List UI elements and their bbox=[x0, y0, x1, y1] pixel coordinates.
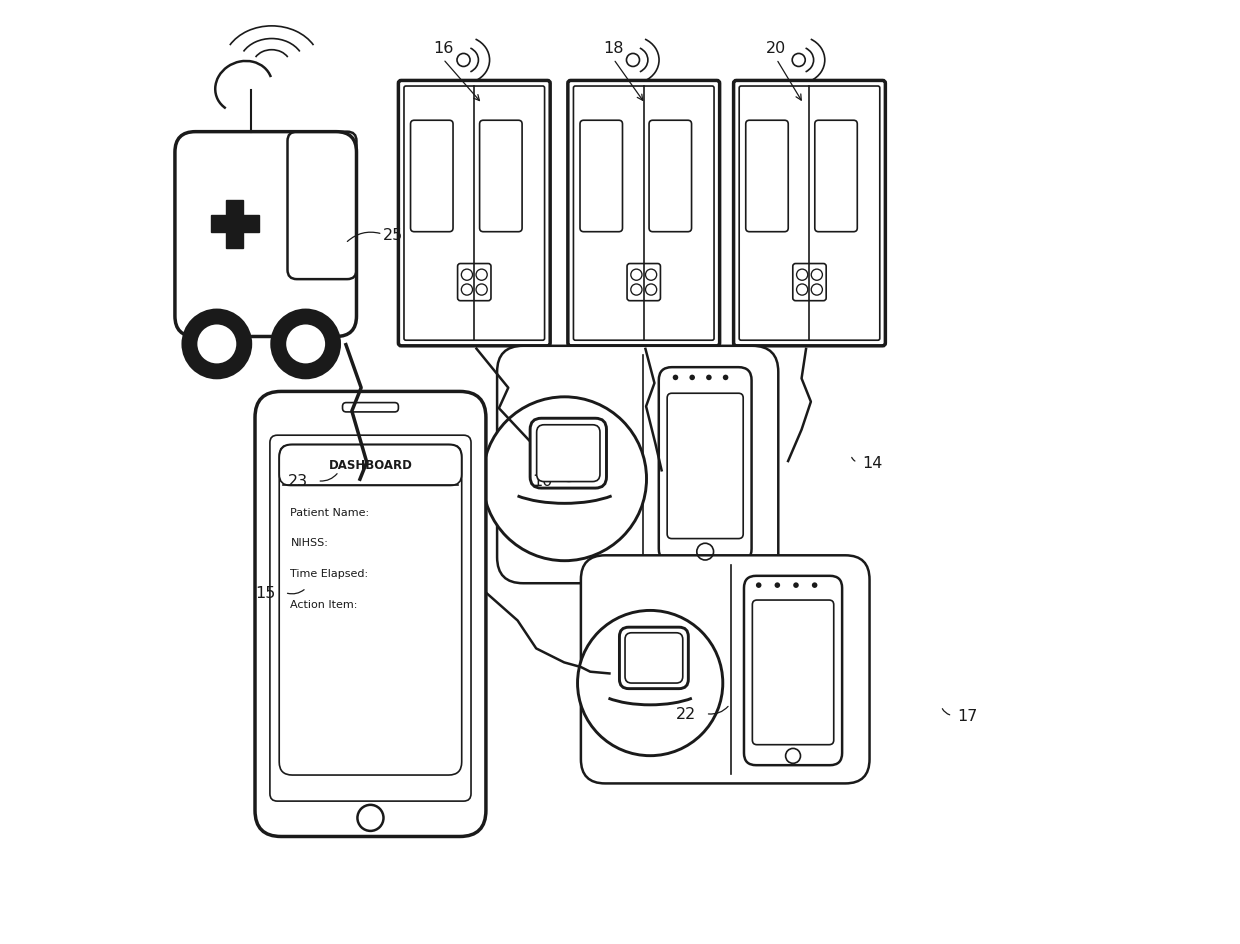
Text: 17: 17 bbox=[957, 708, 977, 723]
Text: 16: 16 bbox=[433, 42, 454, 57]
FancyBboxPatch shape bbox=[531, 419, 606, 489]
Circle shape bbox=[646, 270, 657, 281]
Circle shape bbox=[461, 270, 472, 281]
Circle shape bbox=[286, 325, 325, 364]
FancyBboxPatch shape bbox=[620, 628, 688, 689]
Text: 25: 25 bbox=[383, 228, 403, 243]
FancyBboxPatch shape bbox=[658, 368, 751, 563]
Bar bbox=[211, 216, 259, 233]
Circle shape bbox=[689, 375, 694, 380]
Text: Patient Name:: Patient Name: bbox=[290, 507, 370, 517]
Circle shape bbox=[270, 310, 341, 379]
Circle shape bbox=[796, 285, 807, 295]
Circle shape bbox=[706, 375, 712, 380]
Text: 23: 23 bbox=[288, 474, 308, 489]
Circle shape bbox=[631, 285, 642, 295]
Text: 22: 22 bbox=[676, 706, 697, 721]
Circle shape bbox=[811, 270, 822, 281]
Text: NIHSS:: NIHSS: bbox=[290, 538, 329, 548]
Circle shape bbox=[197, 325, 237, 364]
Circle shape bbox=[796, 270, 807, 281]
FancyBboxPatch shape bbox=[398, 81, 551, 346]
FancyBboxPatch shape bbox=[497, 346, 779, 583]
Circle shape bbox=[461, 285, 472, 295]
Circle shape bbox=[482, 397, 646, 561]
Text: 10: 10 bbox=[533, 474, 553, 489]
FancyBboxPatch shape bbox=[580, 556, 869, 784]
Circle shape bbox=[476, 285, 487, 295]
Circle shape bbox=[181, 310, 252, 379]
Bar bbox=[227, 200, 243, 249]
Circle shape bbox=[723, 375, 728, 380]
Text: 14: 14 bbox=[862, 455, 883, 470]
Circle shape bbox=[812, 582, 817, 588]
Text: 20: 20 bbox=[766, 42, 786, 57]
FancyBboxPatch shape bbox=[537, 426, 600, 482]
Circle shape bbox=[794, 582, 799, 588]
Circle shape bbox=[775, 582, 780, 588]
Text: Action Item:: Action Item: bbox=[290, 599, 358, 609]
Circle shape bbox=[476, 270, 487, 281]
Circle shape bbox=[578, 611, 723, 756]
FancyBboxPatch shape bbox=[734, 81, 885, 346]
FancyBboxPatch shape bbox=[568, 81, 719, 346]
Text: 15: 15 bbox=[255, 585, 275, 600]
Text: DASHBOARD: DASHBOARD bbox=[329, 459, 413, 472]
Text: Time Elapsed:: Time Elapsed: bbox=[290, 568, 368, 579]
Circle shape bbox=[631, 270, 642, 281]
FancyBboxPatch shape bbox=[255, 392, 486, 836]
Circle shape bbox=[646, 285, 657, 295]
Circle shape bbox=[811, 285, 822, 295]
FancyBboxPatch shape bbox=[744, 576, 842, 766]
Text: 18: 18 bbox=[603, 42, 624, 57]
FancyBboxPatch shape bbox=[625, 633, 683, 683]
Circle shape bbox=[672, 375, 678, 380]
Circle shape bbox=[756, 582, 761, 588]
